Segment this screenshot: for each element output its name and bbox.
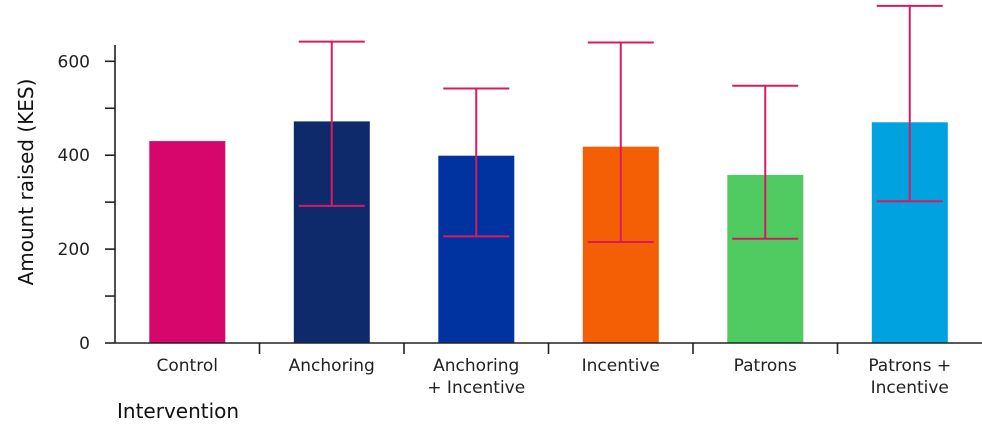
error-bar-3: [587, 41, 654, 244]
error-bar-4: [732, 84, 799, 240]
bar-0: [149, 141, 226, 343]
y-tick-label-600: 600: [58, 52, 90, 72]
x-tick-label-0: Control: [157, 356, 218, 376]
x-ticks-layer: Control Anchoring Anchoring + Incentive Ince…: [157, 343, 951, 398]
error-bars-layer: [298, 4, 943, 244]
x-tick-label-3: Incentive: [582, 356, 660, 376]
x-tick-label-5: Patrons + Incentive: [868, 356, 951, 398]
error-bar-2: [443, 87, 510, 238]
bars-layer: [149, 121, 948, 344]
y-tick-label-200: 200: [58, 240, 90, 260]
y-ticks-layer: 0 200 400 600: [58, 52, 115, 354]
x-tick-label-1: Anchoring: [289, 356, 375, 376]
y-tick-label-0: 0: [79, 334, 90, 354]
x-tick-label-4: Patrons: [734, 356, 797, 376]
x-tick-label-2: Anchoring + Incentive: [427, 356, 525, 398]
y-tick-label-400: 400: [58, 146, 90, 166]
error-bar-1: [298, 40, 365, 207]
error-bar-5: [876, 4, 943, 203]
y-axis-title: Amount raised (KES): [14, 79, 38, 286]
x-axis-title: Intervention: [117, 399, 239, 423]
